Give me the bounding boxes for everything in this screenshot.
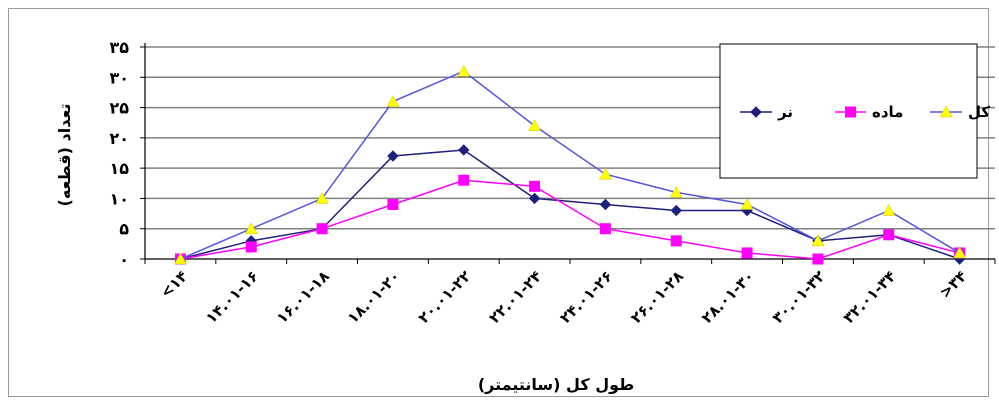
- data-point: [528, 192, 541, 205]
- series-2: [173, 64, 967, 265]
- series-line: [180, 149, 960, 260]
- data-point: [315, 191, 329, 204]
- y-tick-label: ۱۰: [109, 189, 129, 208]
- axes: [140, 43, 996, 264]
- y-tick-label: ۳۰: [109, 68, 129, 87]
- x-axis-label: طول کل (سانتیمتر): [478, 375, 634, 394]
- data-point: [529, 180, 541, 192]
- x-tick-label: ۱۴.۰۱-۱۶: [202, 267, 262, 327]
- data-point: [883, 229, 895, 241]
- y-tick-label: ۵: [119, 220, 129, 239]
- data-point: [882, 204, 896, 216]
- data-point: [386, 94, 400, 107]
- data-point: [387, 198, 399, 210]
- legend-marker: [939, 105, 953, 118]
- data-point: [599, 223, 611, 235]
- legend-marker: [845, 106, 856, 118]
- x-tick-label: ۳۲.۰۱-۳۴: [840, 267, 900, 327]
- data-point: [812, 253, 824, 265]
- legend-item: نر: [740, 103, 793, 121]
- series-line: [180, 179, 960, 260]
- data-point: [528, 119, 542, 131]
- y-tick-label: ۰: [119, 250, 129, 269]
- data-point: [599, 198, 612, 211]
- data-point: [811, 234, 825, 247]
- data-point: [740, 197, 754, 210]
- data-point: [670, 235, 682, 247]
- x-tick-label: ۳۰.۰۱-۳۲: [769, 267, 829, 327]
- legend-label: ماده: [872, 103, 903, 121]
- y-tick-label: ۲۵: [109, 99, 129, 118]
- x-tick-label: ۲۸.۰۱-۳۰: [698, 267, 758, 327]
- x-tick-labels: <۱۴ ۱۴.۰۱-۱۶ ۱۶.۰۱-۱۸ ۱۸.۰۱-۲۰ ۲۰.۰۱-۲۲ ۲۲.۰۱…: [157, 267, 971, 327]
- legend: کل ماده نر: [719, 43, 990, 179]
- data-point: [387, 150, 399, 162]
- x-tick-label: ۲۰.۰۱-۲۲: [415, 267, 475, 327]
- x-tick-label: <۱۴: [157, 267, 192, 302]
- x-tick-label: ۲۴.۰۱-۲۶: [556, 267, 616, 327]
- series-1: [174, 174, 966, 265]
- data-point: [598, 167, 612, 180]
- y-tick-label: ۳۵: [109, 38, 129, 57]
- y-tick-label: ۱۵: [109, 159, 129, 178]
- y-tick-label: ۲۰: [109, 129, 129, 148]
- x-tick-label: >۳۴: [936, 267, 971, 302]
- series-lines: [173, 64, 967, 265]
- chart-frame: [8, 8, 989, 397]
- data-point: [244, 222, 258, 234]
- data-point: [458, 144, 470, 156]
- legend-label: کل: [968, 103, 990, 121]
- data-point: [458, 174, 470, 186]
- data-point: [669, 185, 683, 198]
- x-tick-label: ۲۶.۰۱-۲۸: [627, 267, 687, 327]
- data-point: [457, 64, 471, 77]
- legend-marker: [750, 106, 762, 118]
- x-tick-label: ۲۲.۰۱-۲۴: [485, 267, 545, 327]
- legend-item: کل: [930, 103, 990, 121]
- data-point: [173, 252, 187, 265]
- legend-item: ماده: [835, 103, 903, 121]
- y-axis-label: تعداد (قطعه): [55, 104, 74, 207]
- data-point: [953, 246, 967, 259]
- y-tick-labels: ۰ ۵ ۱۰ ۱۵ ۲۰ ۲۵ ۳۰ ۳۵: [109, 38, 129, 269]
- x-tick-label: ۱۸.۰۱-۲۰: [344, 267, 404, 327]
- x-tick-label: ۱۶.۰۱-۱۸: [273, 267, 333, 327]
- data-point: [245, 241, 257, 253]
- series-line: [180, 70, 960, 260]
- data-point: [316, 223, 328, 235]
- legend-label: نر: [777, 103, 793, 121]
- data-point: [670, 204, 682, 217]
- data-point: [741, 247, 753, 259]
